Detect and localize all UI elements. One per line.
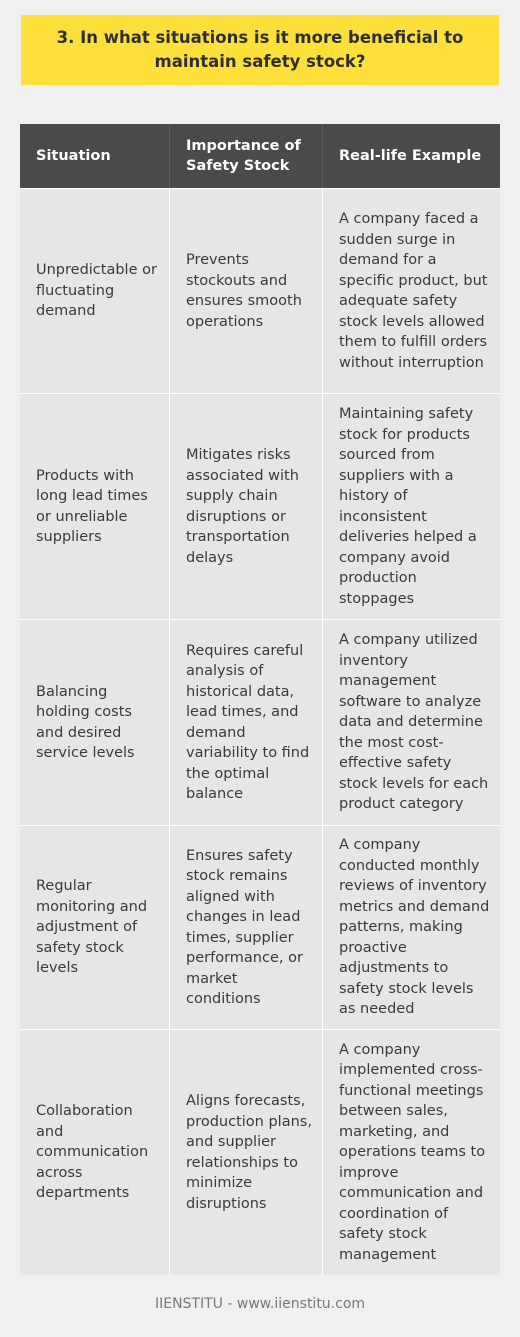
- footer-credit: IIENSTITU - www.iienstitu.com: [154, 1296, 366, 1312]
- importance-cell: Mitigates risks associated with supply c…: [170, 394, 323, 619]
- table-row: Collaboration and communication across d…: [20, 1030, 500, 1275]
- header-example: Real-life Example: [339, 147, 482, 164]
- importance-cell: Prevents stockouts and ensures smooth op…: [170, 189, 323, 393]
- title-banner: 3. In what situations is it more benefic…: [21, 15, 499, 85]
- table-row: Balancing holding costs and desired serv…: [20, 620, 500, 826]
- example-cell: A company faced a sudden surge in demand…: [339, 211, 488, 371]
- importance-cell: Aligns forecasts, production plans, and …: [170, 1030, 323, 1275]
- table-row: Unpredictable or fluctuating demand Prev…: [20, 189, 500, 394]
- safety-stock-table: Situation Importance of Safety Stock Rea…: [20, 124, 500, 1275]
- header-situation: Situation: [20, 124, 170, 188]
- situation-cell: Balancing holding costs and desired serv…: [20, 620, 170, 825]
- importance-cell: Requires careful analysis of historical …: [170, 620, 323, 825]
- situation-cell: Regular monitoring and adjustment of saf…: [20, 826, 170, 1029]
- page-title: 3. In what situations is it more benefic…: [56, 28, 464, 71]
- table-row: Regular monitoring and adjustment of saf…: [20, 826, 500, 1030]
- situation-cell: Unpredictable or fluctuating demand: [20, 189, 170, 393]
- example-cell: A company utilized inventory management …: [339, 632, 489, 813]
- situation-cell: Products with long lead times or unrelia…: [20, 394, 170, 619]
- importance-cell: Ensures safety stock remains aligned wit…: [170, 826, 323, 1029]
- example-cell: A company implemented cross-functional m…: [339, 1041, 486, 1263]
- header-importance: Importance of Safety Stock: [170, 124, 323, 188]
- example-cell: A company conducted monthly reviews of i…: [339, 837, 490, 1018]
- table-row: Products with long lead times or unrelia…: [20, 394, 500, 620]
- situation-cell: Collaboration and communication across d…: [20, 1030, 170, 1275]
- example-cell: Maintaining safety stock for products so…: [339, 406, 477, 607]
- table-header-row: Situation Importance of Safety Stock Rea…: [20, 124, 500, 189]
